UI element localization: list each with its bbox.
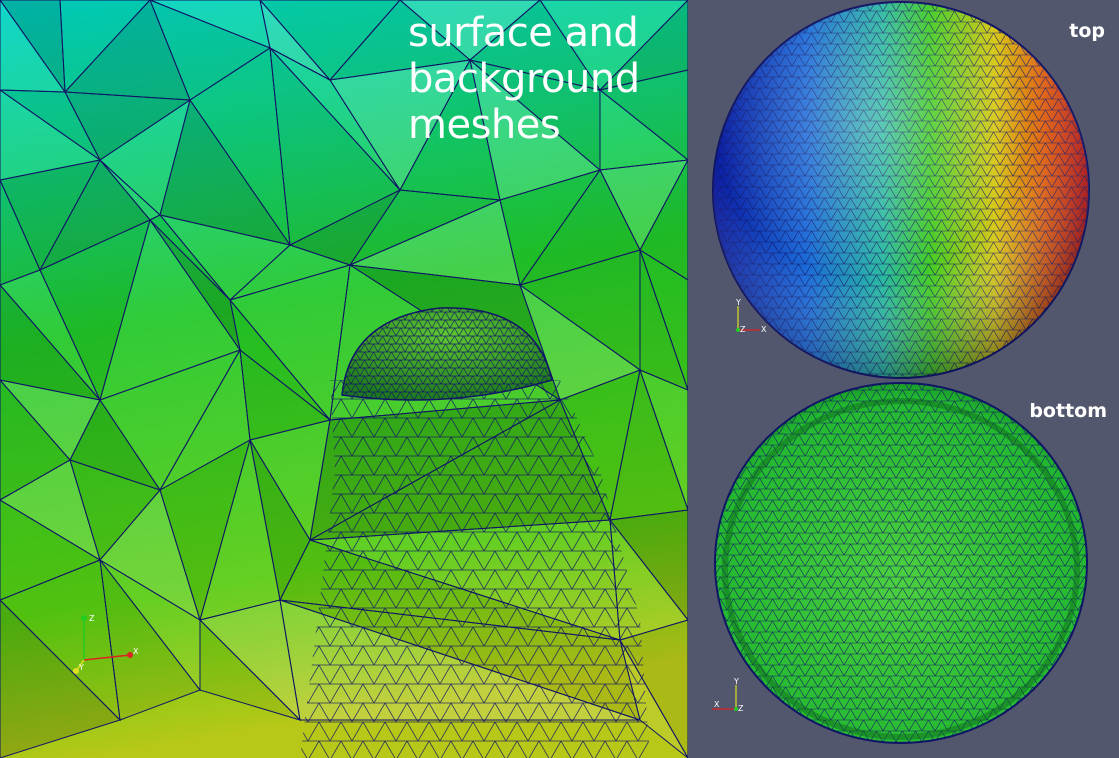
mesh-facet <box>65 0 190 100</box>
mesh-facet <box>270 48 400 245</box>
mesh-facet <box>520 250 640 370</box>
axis-label-y: Y <box>78 663 84 672</box>
mesh-facet <box>0 600 120 758</box>
axes-triad-icon: Y X Z <box>712 677 744 713</box>
title-line-2: background <box>408 56 640 102</box>
title-line-1: surface and <box>408 10 639 56</box>
mesh-facet <box>100 220 240 400</box>
mesh-facet <box>560 370 640 520</box>
bottom-view-label: bottom <box>1029 400 1107 422</box>
mesh-facet <box>400 0 540 60</box>
axes-triad-icon: Z X Y <box>73 614 139 674</box>
mesh-facet <box>160 100 290 245</box>
mesh-facet <box>350 200 520 285</box>
mesh-facet <box>230 265 350 420</box>
mesh-facet <box>600 160 688 250</box>
top-sphere-render: Y X Z <box>712 1 1090 379</box>
mesh-facet <box>470 60 600 200</box>
mesh-facet <box>0 560 120 720</box>
mesh-facet <box>540 0 688 90</box>
mesh-facet <box>0 380 100 460</box>
mesh-facet <box>0 500 100 600</box>
mesh-edge <box>99 558 201 721</box>
mesh-facet <box>0 460 100 560</box>
axis-label-x: X <box>761 325 767 334</box>
mesh-facet <box>230 245 350 300</box>
title-line-3: meshes <box>408 102 561 148</box>
axis-label-x: X <box>714 700 720 709</box>
mesh-facet <box>190 48 290 245</box>
mesh-facet <box>600 70 688 160</box>
mesh-facet <box>600 90 688 170</box>
mesh-facet <box>330 0 470 80</box>
mesh-facet <box>520 170 640 285</box>
coarse-mesh-edges <box>0 0 688 758</box>
mesh-facet <box>0 270 100 400</box>
refined-mesh-region <box>300 380 650 758</box>
mesh-facet <box>160 215 290 300</box>
mesh-edge <box>199 618 301 721</box>
main-mesh-viewport[interactable]: Z X Y surface and background meshes <box>0 0 688 758</box>
mesh-facet <box>250 420 330 540</box>
mesh-facet <box>290 190 400 265</box>
mesh-facet <box>40 220 150 400</box>
mesh-facet <box>100 160 160 220</box>
mesh-facet <box>400 60 500 200</box>
mesh-facet <box>160 440 250 620</box>
mesh-facet <box>150 215 230 300</box>
mesh-facet <box>0 180 40 285</box>
bottom-view-viewport[interactable]: Y X Z bottom <box>688 379 1119 758</box>
mesh-facet <box>0 90 100 180</box>
axis-label-z: Z <box>740 325 746 334</box>
top-view-viewport[interactable]: Y X Z top <box>688 0 1119 379</box>
axis-label-y: Y <box>733 677 739 686</box>
axes-triad-icon: Y X Z <box>735 298 767 334</box>
mesh-facet <box>240 350 330 440</box>
mesh-facet <box>60 0 150 92</box>
axis-label-x: X <box>133 647 139 656</box>
mesh-facet <box>160 350 250 490</box>
main-title: surface and background meshes <box>408 10 640 148</box>
axis-label-z: Z <box>89 614 95 623</box>
mesh-facet <box>200 440 280 620</box>
mesh-facet <box>330 60 470 190</box>
mesh-facet <box>65 92 190 160</box>
mesh-facet <box>100 560 200 720</box>
mesh-facet <box>200 600 300 720</box>
mesh-edge <box>0 599 121 758</box>
mesh-facet <box>610 510 688 620</box>
mesh-facet <box>250 440 310 600</box>
axis-label-y: Y <box>735 298 741 307</box>
mesh-facet <box>640 160 688 280</box>
top-view-label: top <box>1069 20 1105 42</box>
bottom-sphere-render: Y X Z <box>712 382 1088 744</box>
mesh-facet <box>0 160 100 270</box>
mesh-facet <box>610 370 688 520</box>
mesh-facet <box>100 490 200 620</box>
axis-label-z: Z <box>738 704 744 713</box>
mesh-facet <box>100 350 240 490</box>
mesh-facet <box>500 170 600 285</box>
mesh-facet <box>260 0 400 80</box>
background-mesh-render: Z X Y <box>0 0 688 758</box>
